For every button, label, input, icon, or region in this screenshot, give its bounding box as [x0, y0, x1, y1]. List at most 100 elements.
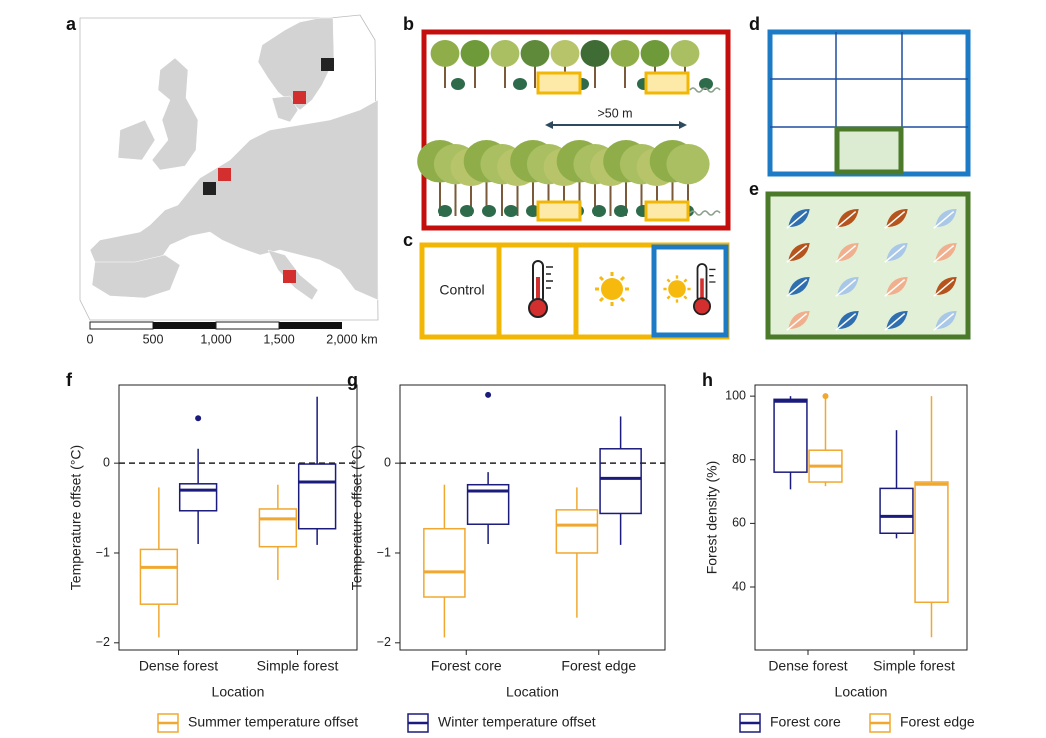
panel-label: f [66, 370, 73, 390]
y-tick-label: 0 [384, 455, 391, 469]
tree-crown [640, 40, 670, 67]
leaf [786, 277, 810, 297]
panel-label: e [749, 179, 759, 199]
leaf [933, 277, 957, 297]
plot-marker [644, 200, 690, 222]
panel-label: g [347, 370, 358, 390]
x-axis-label: Location [212, 684, 265, 700]
shrub [614, 205, 628, 217]
tree-crown [490, 40, 520, 67]
leaf [835, 277, 859, 297]
distance-label: >50 m [597, 106, 632, 120]
legend-label: Forest edge [900, 714, 975, 730]
y-axis-label: Temperature offset (°C) [349, 445, 365, 590]
outlier [485, 391, 492, 398]
plot-frame [754, 384, 968, 651]
leaf [884, 243, 908, 263]
box-chart: h 40 60 80 100 Forest density (%) Location Dens… [702, 370, 975, 733]
leaf [884, 277, 908, 297]
fence [689, 87, 721, 93]
leaf [786, 311, 810, 331]
leaf [884, 311, 908, 331]
box [178, 483, 218, 512]
scale-label: 2,000 km [326, 332, 377, 346]
leaf [786, 209, 810, 229]
outlier [822, 393, 829, 400]
y-axis-label: Temperature offset (°C) [68, 445, 84, 590]
fence [689, 210, 721, 216]
box [423, 527, 466, 598]
y-tick-label: −2 [377, 635, 391, 649]
box [297, 463, 337, 530]
leaf-vein [933, 312, 955, 331]
tree-crown [430, 40, 460, 67]
shrub [451, 78, 465, 90]
y-tick-label: −1 [96, 545, 110, 559]
leaf [933, 209, 957, 229]
thermometer [692, 263, 716, 316]
x-tick-label: Simple forest [257, 658, 339, 674]
panel-label: b [403, 14, 414, 34]
plot-marker [536, 71, 582, 95]
y-tick-label: 100 [725, 388, 746, 402]
y-tick-label: 80 [732, 452, 746, 466]
legend-label: Forest core [770, 714, 841, 730]
box [773, 398, 808, 473]
x-tick-label: Simple forest [873, 658, 955, 674]
shrub [482, 205, 496, 217]
legend-label: Summer temperature offset [188, 714, 358, 730]
leaf-vein [786, 244, 808, 263]
tree-crown [610, 40, 640, 67]
box [555, 509, 599, 554]
tree-crown [670, 40, 700, 67]
scale-label: 0 [87, 332, 94, 346]
leaf [786, 243, 810, 263]
sun [663, 275, 691, 303]
plot-diagram [417, 29, 731, 231]
scale-label: 1,500 [263, 332, 294, 346]
x-tick-label: Forest core [431, 658, 502, 674]
leaf-vein [835, 244, 857, 263]
tree-crown [666, 144, 710, 185]
leaf [835, 243, 859, 263]
box [599, 448, 642, 515]
scale-label: 500 [143, 332, 164, 346]
plot-marker [644, 71, 690, 95]
y-tick-label: 0 [103, 455, 110, 469]
panel-label: h [702, 370, 713, 390]
tree-crown [550, 40, 580, 67]
leaf-vein [884, 244, 906, 263]
leaf-diagram [765, 191, 971, 340]
tree-crown [520, 40, 550, 67]
outlier [195, 415, 202, 422]
leaf [933, 243, 957, 263]
leaf-vein [835, 312, 857, 331]
x-tick-label: Forest edge [561, 658, 636, 674]
tree-crown [460, 40, 490, 67]
leaf-vein [786, 278, 808, 297]
leaf-vein [884, 210, 906, 229]
legend-label: Winter temperature offset [438, 714, 596, 730]
leaf-vein [786, 312, 808, 331]
distance-arrow [545, 121, 687, 129]
box-chart: g −2 −1 0 Temperature offset (°C) LocationFor… [347, 370, 666, 700]
leaf [835, 209, 859, 229]
box [879, 487, 914, 534]
shrub [592, 205, 606, 217]
shrub [460, 205, 474, 217]
panel-label: a [66, 14, 77, 34]
x-axis-label: Location [506, 684, 559, 700]
control-label: Control [439, 282, 484, 298]
leaf-vein [884, 312, 906, 331]
box [139, 548, 179, 605]
leaf-vein [786, 210, 808, 229]
box-chart: f −2 −1 0 Temperature offset (°C) Location Den… [66, 370, 596, 733]
leaf [884, 209, 908, 229]
leaf-vein [933, 210, 955, 229]
y-tick-label: −2 [96, 635, 110, 649]
panel-label: c [403, 230, 413, 250]
leaf-vein [835, 278, 857, 297]
y-tick-label: 60 [732, 516, 746, 530]
leaf [835, 311, 859, 331]
